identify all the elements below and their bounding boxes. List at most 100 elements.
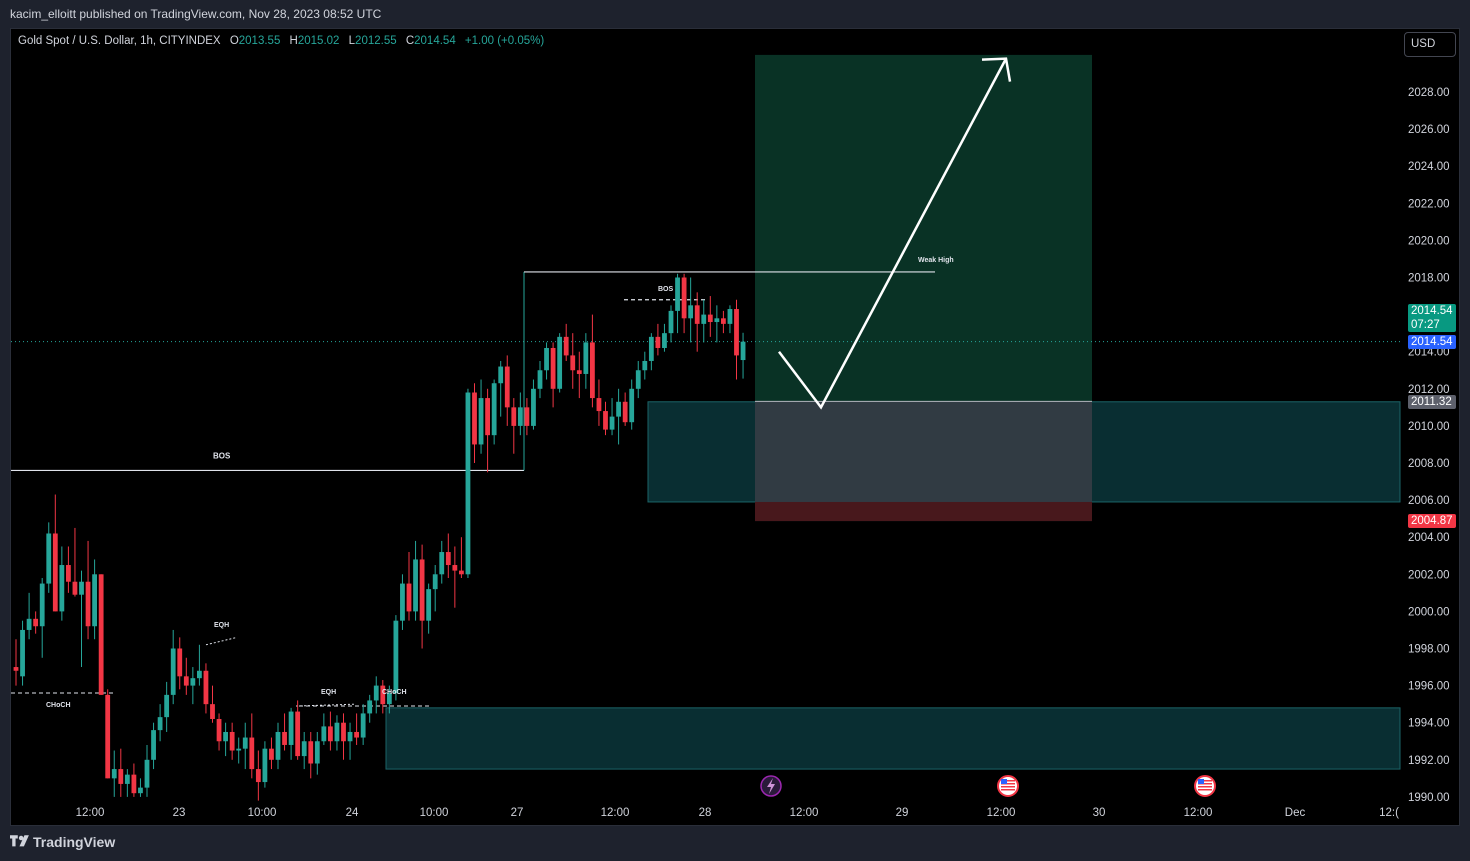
lightning-icon[interactable] (760, 775, 782, 797)
candle-body (255, 769, 261, 783)
candle (321, 713, 327, 745)
symbol-legend[interactable]: Gold Spot / U.S. Dollar, 1h, CITYINDEX O… (18, 35, 544, 47)
candle-body (452, 565, 458, 571)
candle-body (386, 693, 392, 705)
footer-brand[interactable]: TradingView (33, 834, 116, 850)
candle-body (380, 685, 386, 705)
candle (301, 731, 307, 770)
eqh-left-line (205, 636, 238, 646)
blue-price-value: 2014.54 (1411, 336, 1453, 348)
choch-1-label: CHoCH (46, 702, 71, 709)
candle-body (373, 685, 379, 701)
candle (511, 398, 517, 454)
candle-body (236, 748, 242, 751)
candle (118, 748, 124, 797)
x-tick-label: 12:( (1379, 807, 1399, 819)
candle-body (197, 670, 202, 679)
y-tick-label: 2000.00 (1408, 606, 1450, 618)
candle (131, 763, 137, 797)
candle (590, 314, 595, 408)
candle (701, 299, 707, 343)
candle-body (714, 318, 720, 323)
eqh-1-label: EQH (214, 622, 229, 629)
entry-price-value: 2011.32 (1411, 396, 1452, 408)
candle (236, 737, 242, 764)
candle (648, 333, 654, 371)
candle (596, 379, 602, 426)
candle-body (609, 416, 615, 430)
candle-body (334, 722, 340, 742)
candle-body (426, 589, 432, 621)
flag-icon-stripe (1001, 780, 1015, 782)
candle-body (662, 333, 667, 348)
us-flag-icon[interactable] (997, 775, 1019, 797)
candle (432, 565, 438, 612)
candle-body (406, 583, 412, 612)
candle-body (13, 667, 19, 671)
y-tick-label: 2014.00 (1408, 347, 1450, 359)
y-tick-label: 1996.00 (1408, 681, 1450, 693)
candle-body (557, 336, 563, 389)
candle-body (413, 559, 418, 612)
candle (635, 360, 641, 399)
candle-body (491, 383, 497, 436)
candle (478, 379, 484, 454)
candle (557, 333, 563, 393)
candle-body (707, 314, 713, 323)
chart-pane[interactable]: 2028.00 2026.00 2024.00 2022.00 2020.00 2018.… (10, 28, 1460, 826)
candle (229, 722, 235, 760)
y-tick-label: 2024.00 (1408, 161, 1450, 173)
publisher-line: kacim_elloitt published on TradingView.c… (10, 7, 382, 21)
candle (314, 731, 320, 775)
candle-body (105, 694, 111, 779)
candles-layer (13, 273, 746, 801)
candle-body (524, 407, 530, 426)
candle (675, 273, 680, 334)
candle (33, 611, 39, 634)
blue-price-tag: 2014.54 (1408, 335, 1456, 349)
candle (400, 574, 405, 630)
candle (360, 704, 366, 745)
candle-body (570, 355, 576, 371)
y-tick-label: 1994.00 (1408, 718, 1450, 730)
candle (393, 615, 399, 701)
candle-body (635, 370, 641, 389)
candle (491, 379, 497, 445)
publisher-bar: kacim_elloitt published on TradingView.c… (0, 0, 1470, 28)
candle (563, 323, 569, 361)
y-tick-label: 2020.00 (1408, 235, 1450, 247)
us-flag-icon[interactable] (1194, 775, 1216, 797)
candle (190, 667, 196, 705)
candle (524, 398, 530, 436)
x-tick-label: 12:00 (76, 807, 105, 819)
candle-body (465, 392, 471, 575)
tradingview-logo-icon[interactable] (10, 835, 30, 851)
candle-body (439, 552, 445, 575)
candle (282, 713, 287, 751)
candle-body (72, 581, 78, 595)
chart-canvas[interactable]: 2028.00 2026.00 2024.00 2022.00 2020.00 2018.… (11, 29, 1459, 825)
candle (517, 392, 523, 436)
x-tick-label: 27 (511, 807, 524, 819)
stop-price-value: 2004.87 (1411, 515, 1453, 527)
x-tick-label: 28 (699, 807, 712, 819)
legend-open: 2013.55 (238, 35, 281, 47)
x-tick-label: 10:00 (248, 807, 277, 819)
candle-body (354, 731, 359, 738)
flag-icon-stripe (1198, 783, 1212, 785)
candle (727, 305, 733, 334)
stop-price-tag: 2004.87 (1408, 514, 1456, 528)
candle (20, 620, 25, 686)
candle-body (727, 309, 733, 324)
candle (92, 559, 97, 640)
candle (105, 689, 111, 779)
legend-close: 2014.54 (414, 35, 456, 47)
footer-bar: TradingView (0, 826, 1470, 861)
x-tick-label: Dec (1285, 807, 1306, 819)
candle-body (721, 318, 726, 324)
currency-button[interactable]: USD (1404, 32, 1456, 57)
candle-body (33, 618, 39, 627)
candle-body (216, 718, 222, 742)
y-tick-label: 1990.00 (1408, 792, 1450, 804)
candle-body (629, 388, 635, 423)
